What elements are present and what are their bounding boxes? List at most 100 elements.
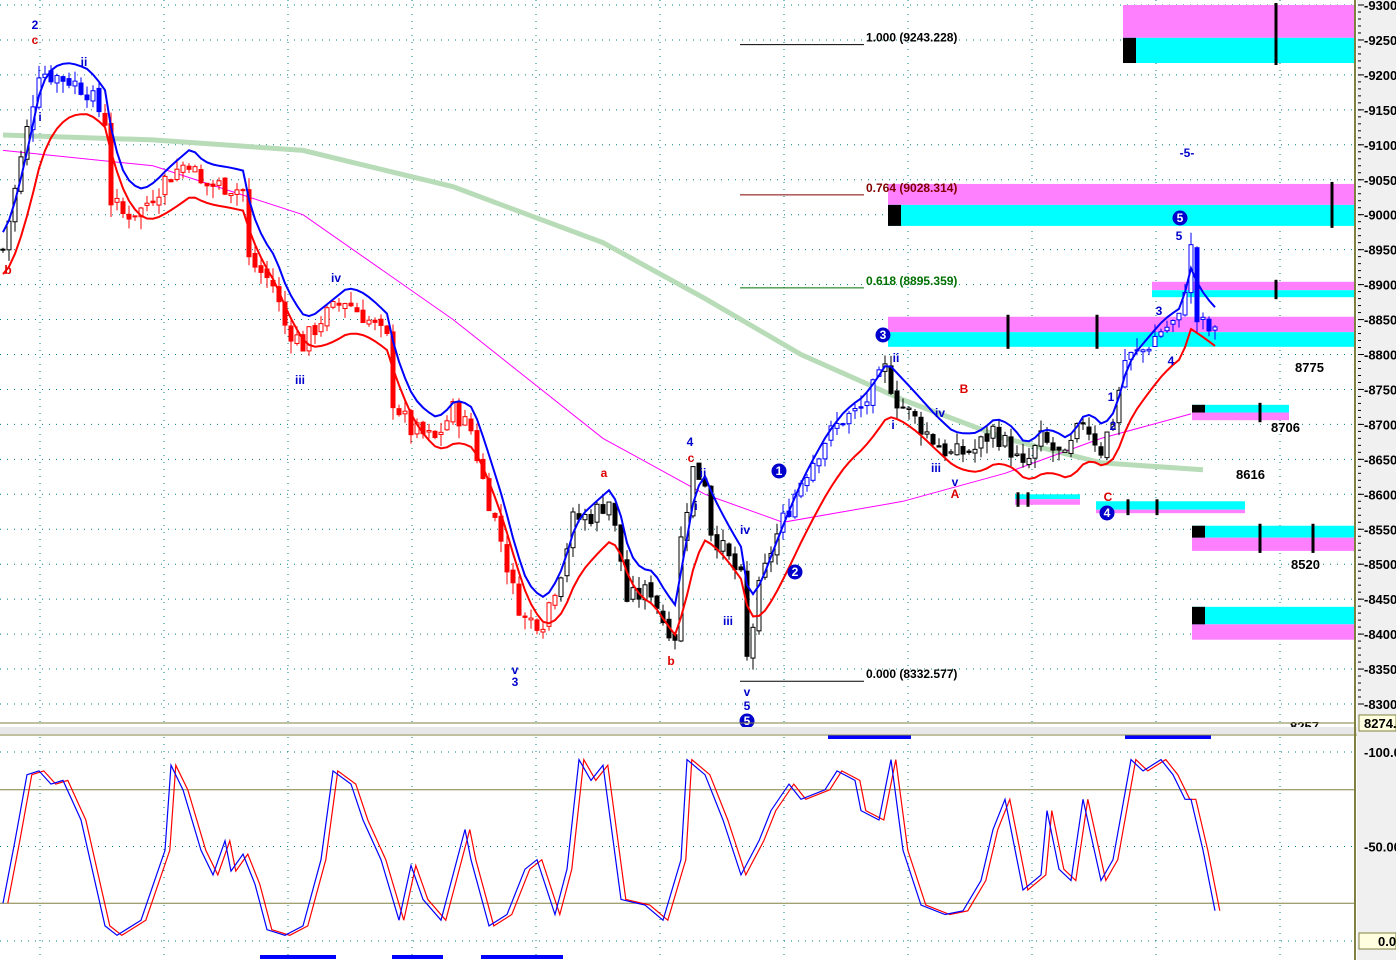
candle-body: [1032, 445, 1038, 459]
candle-body: [582, 513, 588, 521]
candle-body: [984, 433, 990, 442]
zone-lower: [1152, 290, 1355, 298]
axis-label: -8900: [1364, 278, 1396, 293]
candle-body: [822, 442, 828, 460]
axis-label: -9300: [1364, 0, 1396, 13]
zone-lower: [888, 332, 1355, 347]
candle-body: [312, 325, 318, 336]
candle-body: [1110, 423, 1116, 430]
fib-label: 0.764 (9028.314): [866, 181, 957, 195]
axis-label: -9250: [1364, 33, 1396, 48]
candle-body: [492, 512, 498, 518]
candle-body: [366, 319, 372, 325]
candle-body: [372, 319, 378, 323]
axis-label: -8400: [1364, 627, 1396, 642]
candle-body: [804, 477, 810, 487]
candle-body: [324, 307, 330, 327]
candle-body: [654, 595, 660, 609]
axis-label: -8850: [1364, 313, 1396, 328]
candle-body: [126, 213, 132, 220]
candle-body: [396, 408, 402, 416]
candle-body: [234, 189, 240, 195]
axis-label: -8750: [1364, 382, 1396, 397]
candle-body: [1026, 457, 1032, 466]
candle-body: [900, 406, 906, 409]
wave-label: b: [667, 654, 674, 668]
candle-body: [954, 443, 960, 456]
candle-body: [1170, 320, 1176, 325]
candle-body: [222, 177, 228, 195]
candle-body: [360, 309, 366, 323]
zone-upper: [1123, 5, 1355, 38]
candle-body: [216, 180, 222, 186]
candle-body: [1140, 349, 1146, 353]
candle-body: [588, 514, 594, 525]
candle-body: [1074, 423, 1080, 440]
candle-body: [630, 587, 636, 600]
osc-current-value: 0.0: [1378, 934, 1396, 949]
wave-label: a: [601, 466, 608, 480]
axis-label: -8300: [1364, 697, 1396, 712]
wave-label: i: [694, 499, 697, 513]
candle-body: [408, 410, 414, 436]
wave-label: ii: [700, 466, 707, 480]
candle-body: [228, 193, 234, 197]
zone-marker: [1192, 525, 1205, 538]
axis-label: -9050: [1364, 173, 1396, 188]
candle-body: [534, 619, 540, 631]
wave-label: c: [688, 451, 695, 465]
candle-body: [996, 426, 1002, 447]
candle-body: [96, 87, 102, 113]
wave-label: 5: [1176, 229, 1183, 243]
candle-body: [0, 248, 6, 251]
candle-body: [1176, 312, 1182, 321]
candle-body: [54, 75, 60, 84]
candle-body: [600, 504, 606, 514]
candle-body: [540, 628, 546, 633]
zone-upper: [1152, 281, 1355, 291]
candle-body: [966, 450, 972, 453]
current-price: 8274.: [1364, 716, 1396, 731]
wave-label: iii: [723, 614, 733, 628]
moving-average-bands: [2, 62, 1216, 638]
circled-wave-marker: [771, 463, 787, 479]
upper-band-blue: [2, 62, 1216, 608]
zone-lower: [888, 204, 1355, 226]
candle-body: [330, 300, 336, 308]
candle-body: [978, 436, 984, 449]
candle-body: [552, 594, 558, 606]
axis-label: -8350: [1364, 662, 1396, 677]
candle-body: [906, 407, 912, 410]
circled-wave-label: 4: [1104, 506, 1111, 520]
candle-body: [1146, 348, 1152, 352]
candle-body: [90, 90, 96, 102]
candle-body: [744, 570, 750, 657]
candle-body: [918, 416, 924, 435]
fib-label: 1.000 (9243.228): [866, 31, 957, 45]
candle-body: [1086, 426, 1092, 435]
candle-body: [378, 318, 384, 326]
zone-lower: [1015, 499, 1080, 505]
candle-body: [318, 323, 324, 333]
candle-body: [894, 390, 900, 409]
candle-body: [66, 78, 72, 86]
candle-body: [948, 451, 954, 454]
candle-body: [990, 425, 996, 439]
candle-body: [120, 201, 126, 215]
candle-body: [942, 443, 948, 457]
candle-body: [204, 182, 210, 187]
candle-body: [78, 82, 84, 95]
zone-marker: [1192, 606, 1205, 625]
candle-body: [816, 458, 822, 467]
candle-body: [1080, 422, 1086, 425]
candle-body: [1200, 316, 1206, 320]
circled-wave-marker: [787, 564, 803, 580]
candle-body: [474, 430, 480, 462]
candle-body: [912, 411, 918, 417]
zone-marker: [1123, 37, 1136, 64]
zone-upper: [1096, 501, 1245, 510]
wave-label: v: [952, 475, 959, 489]
circled-wave-marker: [1172, 210, 1188, 226]
